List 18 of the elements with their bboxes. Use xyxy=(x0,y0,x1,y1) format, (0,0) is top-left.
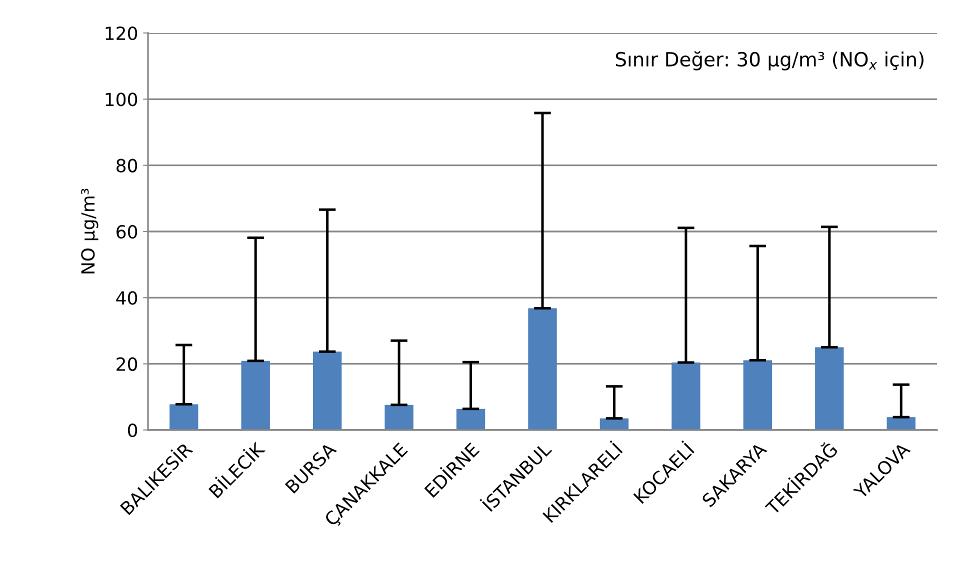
bar xyxy=(312,352,342,430)
y-tick-label: 60 xyxy=(116,224,138,239)
y-tick-label: 0 xyxy=(128,423,138,438)
bar xyxy=(170,404,198,430)
y-tick-label: 20 xyxy=(116,357,138,371)
bar xyxy=(528,308,557,430)
annotation: Sınır Değer: 30 µg/m³ (NO$_{x}$ için) xyxy=(616,51,924,70)
y-tick-label: 40 xyxy=(116,291,138,305)
bar xyxy=(241,360,270,430)
bar xyxy=(384,404,414,430)
y-tick-label: 80 xyxy=(116,158,138,172)
bar xyxy=(815,347,844,430)
bar xyxy=(672,362,700,430)
y-tick-label: 120 xyxy=(106,26,138,40)
bar xyxy=(456,408,486,430)
bar xyxy=(743,360,772,430)
y-tick-label: 100 xyxy=(106,92,138,106)
y-axis-title: NO µg/m³ xyxy=(81,188,98,274)
